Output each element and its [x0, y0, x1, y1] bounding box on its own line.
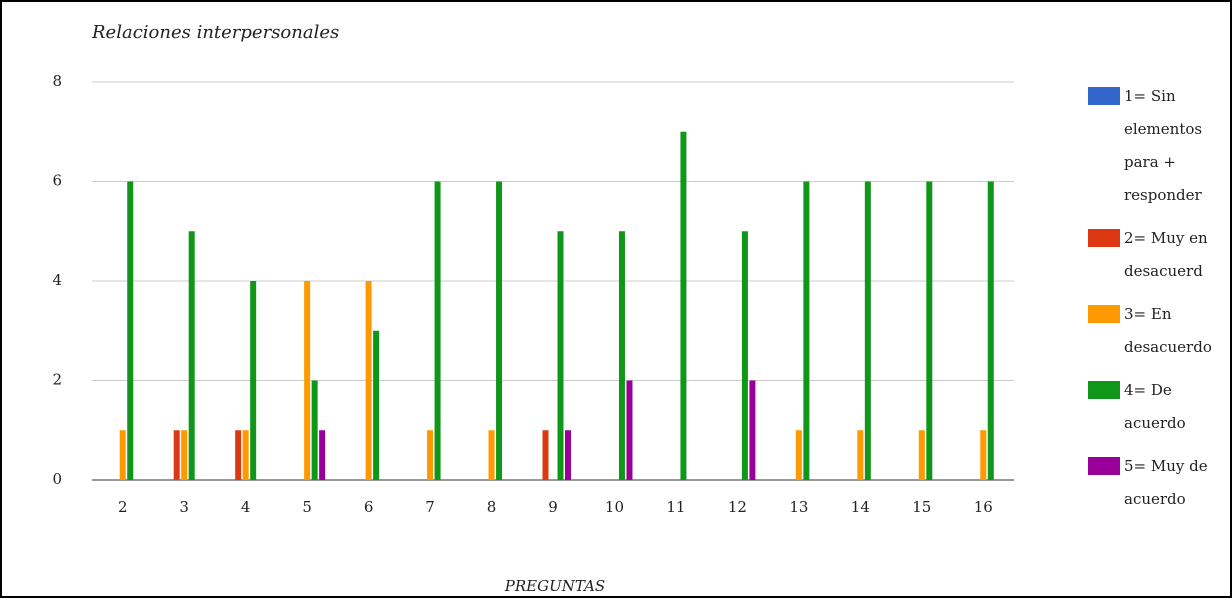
legend-label: 4= De acuerdo	[1124, 381, 1186, 432]
x-axis-label: PREGUNTAS	[504, 577, 605, 595]
x-tick-label: 8	[487, 498, 497, 516]
bar	[918, 430, 925, 480]
bar	[803, 181, 810, 480]
x-tick-label: 7	[425, 498, 435, 516]
x-tick-label: 5	[302, 498, 312, 516]
legend: 1= Sin elementos para + responder 2= Muy …	[1088, 80, 1228, 526]
y-tick-label: 6	[52, 172, 62, 190]
bar	[181, 430, 188, 480]
chart-title: Relaciones interpersonales	[91, 22, 339, 43]
bar	[242, 430, 249, 480]
bar	[488, 430, 495, 480]
bar	[749, 380, 756, 480]
legend-swatch	[1088, 87, 1120, 105]
x-tick-label: 15	[912, 498, 931, 516]
legend-label: 2= Muy en desacuerd	[1124, 229, 1208, 280]
legend-entry: 2= Muy en desacuerd	[1088, 222, 1228, 288]
bar	[235, 430, 242, 480]
legend-label: 1= Sin elementos para + responder	[1124, 87, 1203, 204]
bar	[857, 430, 864, 480]
x-tick-label: 12	[728, 498, 747, 516]
bar	[319, 430, 326, 480]
bar	[980, 430, 987, 480]
bar	[250, 281, 257, 480]
legend-swatch	[1088, 457, 1120, 475]
y-tick-label: 0	[52, 470, 62, 488]
bar	[304, 281, 311, 480]
x-tick-label: 4	[241, 498, 251, 516]
bar	[864, 181, 871, 480]
legend-entry: 4= De acuerdo	[1088, 374, 1228, 440]
x-tick-label: 13	[789, 498, 808, 516]
bar	[311, 380, 318, 480]
bar	[680, 131, 687, 480]
y-tick-label: 4	[52, 271, 62, 289]
x-tick-label: 16	[974, 498, 993, 516]
bar	[987, 181, 994, 480]
x-tick-label: 14	[851, 498, 870, 516]
bar	[542, 430, 549, 480]
bar	[565, 430, 571, 480]
legend-entry: 5= Muy de acuerdo	[1088, 450, 1228, 516]
bar	[127, 181, 134, 480]
bar	[618, 231, 625, 480]
legend-entry: 3= En desacuerdo	[1088, 298, 1228, 364]
x-tick-label: 10	[605, 498, 624, 516]
legend-label: 3= En desacuerdo	[1124, 305, 1212, 356]
legend-swatch	[1088, 381, 1120, 399]
legend-swatch	[1088, 305, 1120, 323]
legend-label: 5= Muy de acuerdo	[1124, 457, 1208, 508]
bar	[188, 231, 195, 480]
bar	[926, 181, 933, 480]
legend-entry: 1= Sin elementos para + responder	[1088, 80, 1228, 212]
bar	[427, 430, 434, 480]
x-tick-label: 9	[548, 498, 558, 516]
y-tick-label: 2	[52, 371, 62, 389]
bar	[626, 380, 633, 480]
bar	[173, 430, 180, 480]
bar	[119, 430, 126, 480]
bar	[557, 231, 564, 480]
bar	[741, 231, 748, 480]
bar	[365, 281, 372, 480]
x-tick-label: 3	[179, 498, 189, 516]
x-tick-label: 6	[364, 498, 374, 516]
bar	[373, 330, 380, 480]
legend-swatch	[1088, 229, 1120, 247]
bar	[496, 181, 503, 480]
y-tick-label: 8	[52, 72, 62, 90]
bar	[795, 430, 802, 480]
x-tick-label: 11	[666, 498, 685, 516]
bar	[434, 181, 441, 480]
x-tick-label: 2	[118, 498, 128, 516]
